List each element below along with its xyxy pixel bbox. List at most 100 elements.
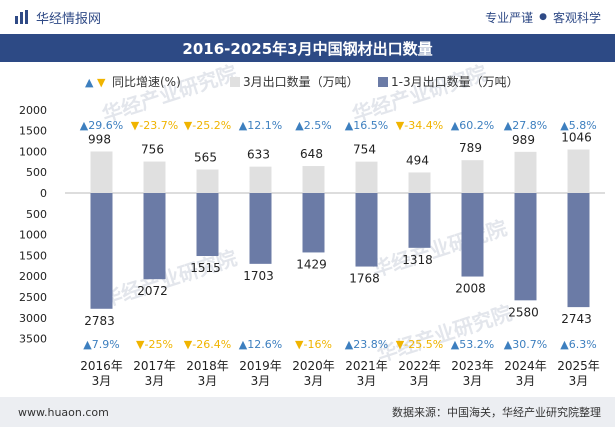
x-tick-label: 2020年 3月 — [292, 359, 335, 388]
y-tick-label: 1000 — [19, 145, 47, 158]
data-label-march: 998 — [88, 132, 111, 146]
data-label-cumulative: 1515 — [190, 261, 221, 275]
down-arrow-icon: ▼ — [136, 338, 145, 351]
legend-label-cumulative: 1-3月出口数量（万吨） — [391, 74, 519, 89]
bar-march — [196, 169, 219, 193]
x-tick-label: 2024年 3月 — [504, 359, 547, 388]
yoy-march-label: ▲16.5% — [345, 119, 388, 132]
x-tick-line: 3月 — [145, 374, 165, 388]
bar-cumulative — [355, 193, 378, 267]
footer-website: www.huaon.com — [18, 405, 109, 419]
up-arrow-icon: ▲ — [560, 338, 569, 351]
tagline-left: 专业严谨 — [485, 10, 534, 25]
x-tick-line: 2016年 — [80, 359, 123, 373]
bar-march — [355, 161, 378, 193]
yoy-cumulative-value: 23.8% — [353, 338, 388, 351]
data-label-march: 633 — [247, 148, 270, 162]
chart-legend: ▲ ▼ 同比增速(%) 3月出口数量（万吨） 1-3月出口数量（万吨） — [85, 74, 519, 89]
bar-cumulative — [514, 193, 537, 301]
x-tick-line: 3月 — [410, 374, 430, 388]
yoy-cumulative-label: ▼-26.4% — [184, 338, 231, 351]
y-tick-label: 2000 — [19, 104, 47, 117]
legend-swatch-cumulative — [378, 77, 388, 87]
footer: www.huaon.com 数据来源：中国海关，华经产业研究院整理 — [0, 397, 615, 427]
up-arrow-icon: ▲ — [451, 338, 460, 351]
x-tick-label: 2021年 3月 — [345, 359, 388, 388]
watermark-text: 华经产业研究院 — [99, 246, 240, 312]
x-tick-label: 2022年 3月 — [398, 359, 441, 388]
x-tick-line: 2021年 — [345, 359, 388, 373]
down-arrow-icon: ▼ — [184, 119, 193, 132]
y-tick-label: 1500 — [19, 125, 47, 138]
legend-down-arrow-icon: ▼ — [97, 76, 106, 89]
yoy-march-value: 12.1% — [247, 119, 282, 132]
up-arrow-icon: ▲ — [560, 119, 569, 132]
yoy-cumulative-label: ▼-16% — [295, 338, 332, 351]
tagline: 专业严谨 ● 客观科学 — [485, 9, 601, 26]
x-tick-label: 2023年 3月 — [451, 359, 494, 388]
yoy-march-label: ▲29.6% — [80, 119, 123, 132]
yoy-cumulative-label: ▲53.2% — [451, 338, 494, 351]
bar-cumulative — [196, 193, 219, 257]
yoy-cumulative-value: 12.6% — [247, 338, 282, 351]
data-label-march: 494 — [406, 153, 429, 167]
y-tick-label: 2000 — [19, 270, 47, 283]
x-tick-line: 2022年 — [398, 359, 441, 373]
bar-march — [90, 151, 113, 193]
data-label-march: 756 — [141, 143, 164, 157]
yoy-march-label: ▲60.2% — [451, 119, 494, 132]
x-tick-line: 2023年 — [451, 359, 494, 373]
yoy-cumulative-label: ▲30.7% — [504, 338, 547, 351]
data-label-march: 648 — [300, 147, 323, 161]
top-header-bar: 华经情报网 专业严谨 ● 客观科学 — [0, 0, 615, 34]
data-label-march: 789 — [459, 141, 482, 155]
up-arrow-icon: ▲ — [83, 338, 92, 351]
bar-cumulative — [567, 193, 590, 308]
data-label-cumulative: 2008 — [455, 282, 486, 296]
data-label-cumulative: 2743 — [561, 312, 592, 326]
legend-swatch-march — [230, 77, 240, 87]
data-label-cumulative: 2072 — [137, 284, 168, 298]
yoy-cumulative-label: ▲12.6% — [239, 338, 282, 351]
legend-up-arrow-icon: ▲ — [85, 76, 94, 89]
yoy-cumulative-value: -16% — [304, 338, 332, 351]
bar-march — [249, 166, 272, 193]
y-tick-label: 500 — [26, 208, 47, 221]
yoy-march-label: ▼-25.2% — [184, 119, 231, 132]
yoy-march-label: ▲27.8% — [504, 119, 547, 132]
bar-logo-icon — [15, 10, 28, 24]
x-tick-line: 2018年 — [186, 359, 229, 373]
bar-cumulative — [143, 193, 166, 280]
yoy-march-value: 2.5% — [304, 119, 332, 132]
x-tick-line: 3月 — [463, 374, 483, 388]
bar-cumulative — [249, 193, 272, 264]
yoy-cumulative-value: -26.4% — [192, 338, 231, 351]
down-arrow-icon: ▼ — [184, 338, 193, 351]
down-arrow-icon: ▼ — [295, 338, 304, 351]
x-tick-label: 2025年 3月 — [557, 359, 600, 388]
data-label-march: 1046 — [561, 130, 592, 144]
brand-name: 华经情报网 — [36, 11, 102, 27]
dot-separator-icon: ● — [539, 12, 547, 22]
x-tick-line: 3月 — [92, 374, 112, 388]
up-arrow-icon: ▲ — [239, 119, 248, 132]
x-tick-line: 2019年 — [239, 359, 282, 373]
x-tick-line: 2017年 — [133, 359, 176, 373]
yoy-cumulative-label: ▲7.9% — [83, 338, 119, 351]
bar-march — [408, 172, 431, 193]
y-axis: 2000 1500 1000 500 0 500 1000 1500 2000 2500 3000 3… — [19, 104, 605, 346]
up-arrow-icon: ▲ — [80, 119, 89, 132]
yoy-march-label: ▲5.8% — [560, 119, 596, 132]
yoy-march-value: 5.8% — [569, 119, 597, 132]
yoy-march-value: -34.4% — [404, 119, 443, 132]
yoy-march-label: ▼-34.4% — [396, 119, 443, 132]
up-arrow-icon: ▲ — [451, 119, 460, 132]
tagline-right: 客观科学 — [552, 10, 601, 25]
y-tick-label: 500 — [26, 166, 47, 179]
down-arrow-icon: ▼ — [131, 119, 140, 132]
yoy-march-value: 29.6% — [88, 119, 123, 132]
watermark-text: 华经产业研究院 — [99, 62, 240, 127]
x-tick-line: 3月 — [251, 374, 271, 388]
down-arrow-icon: ▼ — [396, 338, 405, 351]
x-tick-line: 3月 — [304, 374, 324, 388]
